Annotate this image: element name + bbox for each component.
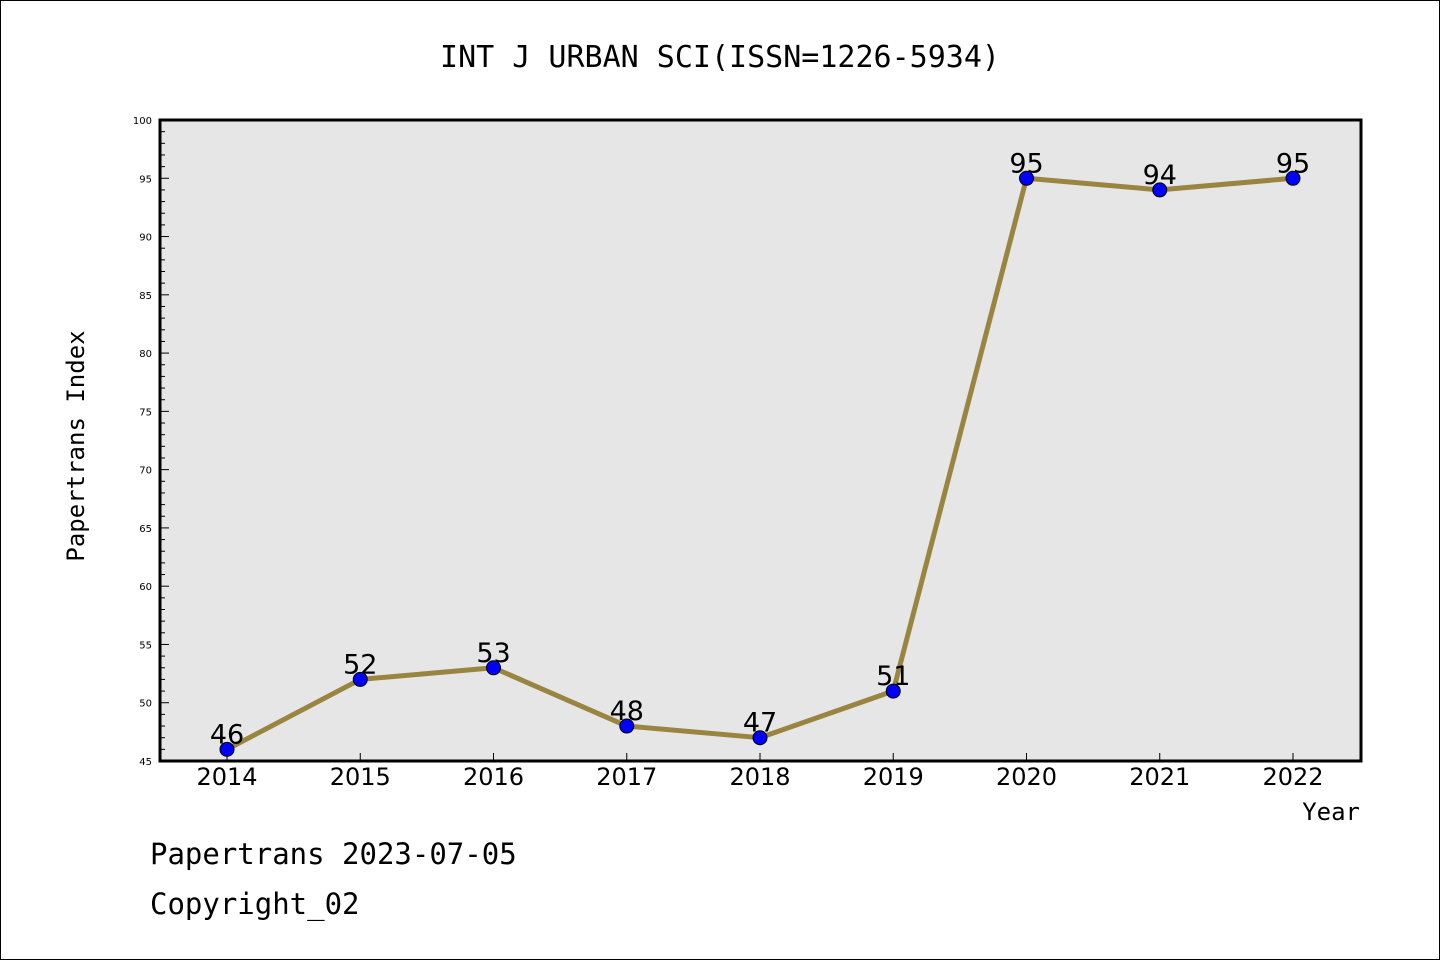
- plot-border: [158, 118, 1363, 763]
- y-tick-label: 45: [139, 757, 152, 768]
- footer-date: Papertrans 2023-07-05: [150, 837, 517, 871]
- y-tick-label: 70: [139, 466, 152, 477]
- data-labels: 46 52 53 48 47 51 95 94 95: [210, 148, 1310, 750]
- x-tick-label: 2022: [1262, 763, 1323, 791]
- data-label: 51: [876, 661, 910, 692]
- x-tick-label: 2017: [596, 763, 657, 791]
- data-point: [752, 730, 768, 746]
- x-tick-label: 2021: [1129, 763, 1190, 791]
- y-tick-label: 75: [139, 407, 152, 418]
- x-tick-label: 2018: [729, 763, 790, 791]
- data-point: [619, 718, 635, 734]
- x-tick-label: 2020: [996, 763, 1057, 791]
- y-tick-label: 55: [139, 640, 152, 651]
- data-point: [352, 671, 368, 687]
- plot-area: [160, 120, 1361, 761]
- y-axis-title: Papertrans Index: [62, 330, 90, 561]
- x-axis: 2014 2015 2016 2017 2018 2019 2020 2021 2022: [196, 753, 1324, 791]
- x-tick-label: 2015: [330, 763, 391, 791]
- data-point: [486, 660, 501, 676]
- y-tick-label: 60: [139, 582, 152, 593]
- y-tick-label: 100: [133, 116, 152, 127]
- y-tick-label: 90: [139, 233, 152, 244]
- x-tick-label: 2019: [863, 763, 924, 791]
- footer-copyright: Copyright_02: [150, 887, 360, 922]
- data-label: 47: [743, 708, 777, 739]
- y-tick-label: 80: [139, 349, 152, 360]
- data-point: [1285, 170, 1301, 186]
- data-point: [885, 683, 901, 699]
- data-label: 46: [210, 719, 244, 750]
- data-label: 95: [1276, 148, 1310, 179]
- y-tick-label: 65: [139, 524, 152, 535]
- data-point: [1019, 170, 1034, 186]
- y-tick-label: 85: [139, 291, 152, 302]
- data-label: 52: [343, 649, 377, 680]
- series-markers: [219, 170, 1301, 757]
- data-label: 48: [610, 696, 644, 727]
- x-axis-title: Year: [1302, 798, 1360, 826]
- data-label: 94: [1143, 160, 1177, 191]
- data-point: [219, 741, 235, 757]
- chart-title: INT J URBAN SCI(ISSN=1226-5934): [440, 40, 1000, 75]
- y-tick-label: 50: [139, 699, 152, 710]
- data-label: 53: [476, 638, 510, 669]
- x-tick-label: 2014: [196, 763, 257, 791]
- x-tick-label: 2016: [463, 763, 524, 791]
- y-tick-label: 95: [139, 174, 152, 185]
- data-label: 95: [1009, 148, 1043, 179]
- data-point: [1152, 182, 1168, 198]
